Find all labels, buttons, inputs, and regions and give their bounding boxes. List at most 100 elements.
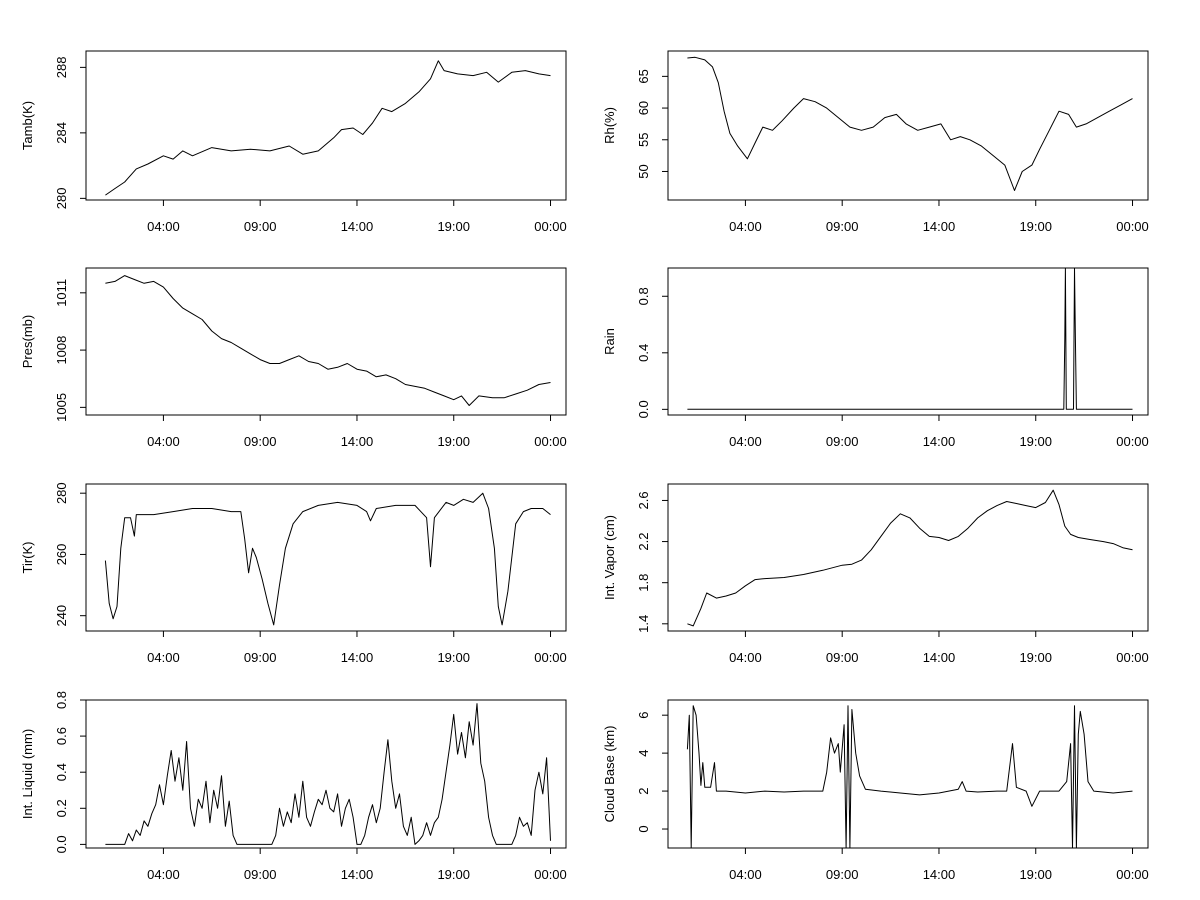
y-tick-label: 240 bbox=[54, 605, 69, 627]
series-line bbox=[105, 60, 551, 196]
y-tick-label: 1.8 bbox=[636, 574, 651, 592]
y-tick-label: 1008 bbox=[54, 336, 69, 365]
y-axis-title: Int. Liquid (mm) bbox=[20, 729, 35, 819]
panel-5: 04:00 09:00 14:00 19:00 00:00 1.4 1.8 2.2 2.6 Int… bbox=[602, 483, 1149, 665]
x-tick-label: 14:00 bbox=[923, 867, 956, 882]
y-tick-label: 2 bbox=[636, 787, 651, 794]
y-tick-label: 288 bbox=[54, 57, 69, 79]
x-tick-label: 19:00 bbox=[1019, 434, 1052, 449]
x-tick-label: 14:00 bbox=[923, 434, 956, 449]
x-tick-label: 00:00 bbox=[534, 219, 567, 234]
x-tick-label: 04:00 bbox=[729, 867, 762, 882]
series-line bbox=[687, 267, 1133, 410]
x-tick-label: 00:00 bbox=[1116, 434, 1149, 449]
y-tick-label: 4 bbox=[636, 750, 651, 757]
x-tick-label: 00:00 bbox=[534, 867, 567, 882]
y-tick-label: 1011 bbox=[54, 279, 69, 307]
x-tick-label: 09:00 bbox=[826, 219, 859, 234]
y-tick-label: 0.2 bbox=[54, 799, 69, 817]
x-tick-label: 00:00 bbox=[534, 650, 567, 665]
plot-frame bbox=[85, 483, 567, 632]
x-tick-label: 04:00 bbox=[729, 650, 762, 665]
x-tick-label: 09:00 bbox=[244, 867, 277, 882]
x-tick-label: 14:00 bbox=[923, 219, 956, 234]
y-tick-label: 0.0 bbox=[636, 400, 651, 418]
plot-frame bbox=[85, 699, 567, 849]
y-tick-label: 2.6 bbox=[636, 491, 651, 509]
x-tick-label: 09:00 bbox=[826, 867, 859, 882]
y-tick-label: 2.2 bbox=[636, 533, 651, 551]
plot-frame bbox=[85, 50, 567, 201]
x-tick-label: 19:00 bbox=[437, 434, 470, 449]
series-line bbox=[687, 56, 1133, 191]
panel-4: 04:00 09:00 14:00 19:00 00:00 240 260 280 Tir(K) bbox=[20, 482, 567, 665]
panel-1: 04:00 09:00 14:00 19:00 00:00 50 55 60 65 Rh(%) bbox=[602, 50, 1149, 234]
x-tick-label: 14:00 bbox=[341, 867, 374, 882]
y-tick-label: 280 bbox=[54, 482, 69, 504]
y-tick-label: 1005 bbox=[54, 393, 69, 422]
x-tick-label: 19:00 bbox=[437, 219, 470, 234]
panel-2: 04:00 09:00 14:00 19:00 00:00 1005 1008 1011 Pre… bbox=[20, 267, 567, 449]
series-line bbox=[105, 275, 551, 406]
series-line bbox=[687, 489, 1133, 627]
x-tick-label: 04:00 bbox=[147, 219, 180, 234]
x-tick-label: 04:00 bbox=[147, 650, 180, 665]
y-axis-title: Tir(K) bbox=[20, 541, 35, 573]
y-tick-label: 0.6 bbox=[54, 727, 69, 745]
plot-frame bbox=[667, 483, 1149, 632]
y-tick-label: 284 bbox=[54, 122, 69, 144]
y-axis-title: Pres(mb) bbox=[20, 315, 35, 368]
x-tick-label: 04:00 bbox=[729, 434, 762, 449]
x-tick-label: 14:00 bbox=[923, 650, 956, 665]
x-tick-label: 09:00 bbox=[826, 650, 859, 665]
y-axis-title: Rain bbox=[602, 328, 617, 355]
x-tick-label: 09:00 bbox=[244, 434, 277, 449]
y-tick-label: 0.4 bbox=[54, 763, 69, 781]
x-tick-label: 09:00 bbox=[244, 650, 277, 665]
x-tick-label: 19:00 bbox=[1019, 867, 1052, 882]
y-tick-label: 60 bbox=[636, 101, 651, 115]
x-tick-label: 00:00 bbox=[534, 434, 567, 449]
x-tick-label: 14:00 bbox=[341, 219, 374, 234]
y-tick-label: 0.8 bbox=[54, 691, 69, 709]
panel-6: 04:00 09:00 14:00 19:00 00:00 0.0 0.2 0.4 0.6 0.8… bbox=[20, 691, 567, 882]
x-tick-label: 19:00 bbox=[1019, 650, 1052, 665]
y-tick-label: 6 bbox=[636, 712, 651, 719]
x-tick-label: 14:00 bbox=[341, 434, 374, 449]
x-tick-label: 19:00 bbox=[437, 650, 470, 665]
y-tick-label: 0.8 bbox=[636, 287, 651, 305]
y-axis-title: Int. Vapor (cm) bbox=[602, 515, 617, 600]
y-tick-label: 0.4 bbox=[636, 344, 651, 362]
y-axis-title: Rh(%) bbox=[602, 107, 617, 144]
series-line bbox=[104, 492, 551, 626]
x-tick-label: 09:00 bbox=[826, 434, 859, 449]
x-tick-label: 00:00 bbox=[1116, 867, 1149, 882]
y-tick-label: 65 bbox=[636, 69, 651, 83]
y-tick-label: 0 bbox=[636, 825, 651, 832]
x-tick-label: 19:00 bbox=[1019, 219, 1052, 234]
y-tick-label: 1.4 bbox=[636, 615, 651, 633]
panel-3: 04:00 09:00 14:00 19:00 00:00 0.0 0.4 0.8 Rain bbox=[602, 267, 1149, 449]
x-tick-label: 19:00 bbox=[437, 867, 470, 882]
x-tick-label: 09:00 bbox=[244, 219, 277, 234]
plot-frame bbox=[667, 699, 1149, 849]
y-tick-label: 55 bbox=[636, 133, 651, 147]
plot-frame bbox=[85, 267, 567, 416]
series-line bbox=[686, 705, 1133, 849]
panel-7: 04:00 09:00 14:00 19:00 00:00 0 2 4 6 Cloud Base … bbox=[602, 699, 1149, 882]
y-tick-label: 50 bbox=[636, 164, 651, 178]
x-tick-label: 00:00 bbox=[1116, 219, 1149, 234]
panel-0: 04:00 09:00 14:00 19:00 00:00 280 284 288 Tamb(K… bbox=[20, 50, 567, 234]
y-axis-title: Tamb(K) bbox=[20, 101, 35, 150]
y-tick-label: 280 bbox=[54, 188, 69, 210]
x-tick-label: 00:00 bbox=[1116, 650, 1149, 665]
x-tick-label: 14:00 bbox=[341, 650, 374, 665]
series-line bbox=[105, 703, 551, 845]
y-tick-label: 0.0 bbox=[54, 835, 69, 853]
x-tick-label: 04:00 bbox=[729, 219, 762, 234]
plot-frame bbox=[667, 50, 1149, 201]
x-tick-label: 04:00 bbox=[147, 867, 180, 882]
plot-frame bbox=[667, 267, 1149, 416]
y-tick-label: 260 bbox=[54, 544, 69, 566]
